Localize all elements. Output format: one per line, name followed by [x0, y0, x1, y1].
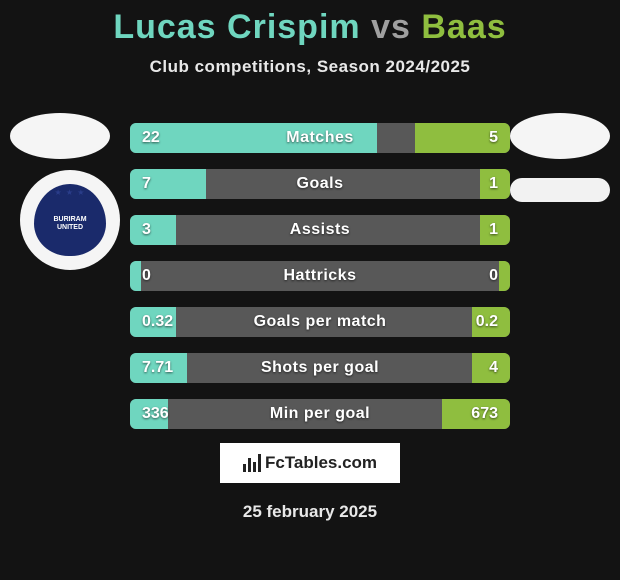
brand-logo: FcTables.com — [220, 443, 400, 483]
stat-value-player1: 0 — [130, 261, 163, 291]
stat-row: Hattricks0 0 — [130, 261, 510, 291]
stat-label: Matches — [130, 123, 510, 153]
stat-label: Hattricks — [130, 261, 510, 291]
club-stars-icon: ★ ★ ★ — [55, 188, 86, 197]
stat-value-player2: 5 — [477, 123, 510, 153]
stat-value-player2: 0 — [477, 261, 510, 291]
stat-row: Min per goal336 673 — [130, 399, 510, 429]
generated-date: 25 february 2025 — [0, 502, 620, 522]
stat-label: Goals per match — [130, 307, 510, 337]
player2-avatar — [510, 113, 610, 159]
subtitle: Club competitions, Season 2024/2025 — [0, 57, 620, 77]
stat-row: Assists3 1 — [130, 215, 510, 245]
player2-club-banner — [510, 178, 610, 202]
stat-row: Matches22 5 — [130, 123, 510, 153]
stat-value-player1: 0.32 — [130, 307, 185, 337]
stat-label: Goals — [130, 169, 510, 199]
stat-value-player2: 1 — [477, 169, 510, 199]
player1-name: Lucas Crispim — [113, 8, 360, 46]
stat-value-player1: 22 — [130, 123, 172, 153]
stat-value-player2: 4 — [477, 353, 510, 383]
chart-icon — [243, 454, 261, 472]
club-name: BURIRAMUNITED — [53, 216, 86, 231]
stats-bars: Matches225Goals71Assists31Hattricks00Goa… — [130, 123, 510, 445]
stat-row: Goals per match0.32 0.2 — [130, 307, 510, 337]
stat-row: Goals7 1 — [130, 169, 510, 199]
stat-value-player2: 1 — [477, 215, 510, 245]
player1-avatar — [10, 113, 110, 159]
club-crest: ★ ★ ★ BURIRAMUNITED — [34, 184, 106, 256]
stat-label: Shots per goal — [130, 353, 510, 383]
stat-value-player1: 7.71 — [130, 353, 185, 383]
brand-text: FcTables.com — [265, 453, 377, 473]
stat-value-player2: 0.2 — [464, 307, 510, 337]
stat-label: Assists — [130, 215, 510, 245]
stat-label: Min per goal — [130, 399, 510, 429]
stat-row: Shots per goal7.71 4 — [130, 353, 510, 383]
comparison-title: Lucas Crispim vs Baas — [0, 0, 620, 47]
player1-club-badge: ★ ★ ★ BURIRAMUNITED — [20, 170, 120, 270]
stat-value-player2: 673 — [459, 399, 510, 429]
vs-label: vs — [371, 8, 411, 46]
stat-value-player1: 3 — [130, 215, 163, 245]
player2-name: Baas — [421, 8, 506, 46]
stat-value-player1: 336 — [130, 399, 181, 429]
stat-value-player1: 7 — [130, 169, 163, 199]
